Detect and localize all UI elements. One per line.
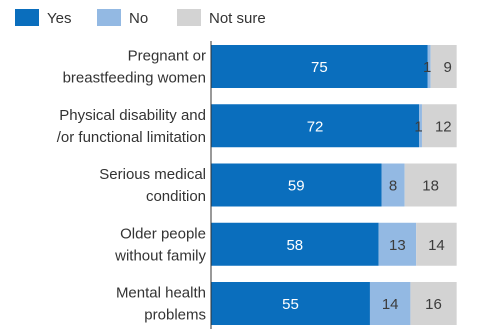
bar-no-2: [419, 104, 422, 148]
bar-not-sure-4: [416, 222, 457, 266]
legend-swatch-yes: [15, 9, 39, 26]
category-label-5-line-2: problems: [144, 307, 206, 324]
bar-no-4: [378, 222, 417, 266]
bar-yes-5: [211, 282, 370, 325]
value-label-no-1: 1: [423, 59, 431, 76]
value-label-not-sure-2: 12: [435, 118, 452, 135]
category-labels: Pregnant or breastfeeding women Physical d…: [57, 48, 207, 324]
value-label-not-sure-3: 18: [422, 178, 439, 195]
category-label-2-line-2: /or functional limitation: [57, 129, 206, 146]
bar-not-sure-2: [421, 104, 457, 148]
bar-yes-2: [211, 104, 420, 148]
bar-yes-1: [211, 45, 428, 88]
value-label-yes-1: 75: [311, 59, 328, 76]
category-label-4-line-2: without family: [114, 247, 206, 264]
category-label-1-line-1: Pregnant or: [128, 48, 206, 65]
value-label-not-sure-1: 9: [443, 59, 451, 76]
legend-swatch-no: [97, 9, 121, 26]
bar-not-sure-1: [430, 45, 457, 88]
legend: Yes No Not sure: [15, 9, 266, 27]
category-label-1-line-2: breastfeeding women: [63, 70, 206, 87]
value-label-yes-4: 58: [286, 237, 303, 254]
category-label-4-line-1: Older people: [120, 225, 206, 242]
category-label-5-line-1: Mental health: [116, 285, 206, 302]
value-label-no-3: 8: [389, 178, 397, 195]
legend-label-no: No: [129, 10, 148, 27]
bar-yes-4: [211, 222, 379, 266]
value-label-no-5: 14: [382, 296, 399, 313]
bar-no-1: [427, 45, 431, 88]
legend-label-yes: Yes: [47, 10, 71, 27]
value-label-yes-3: 59: [288, 178, 305, 195]
value-label-no-4: 13: [389, 237, 406, 254]
bar-not-sure-3: [404, 163, 457, 207]
value-label-yes-2: 72: [307, 118, 324, 135]
bar-no-5: [369, 282, 411, 325]
value-label-no-2: 1: [414, 118, 422, 135]
category-label-3-line-2: condition: [146, 188, 206, 205]
category-label-3-line-1: Serious medical: [99, 166, 206, 183]
bar-yes-3: [211, 163, 382, 207]
legend-swatch-not-sure: [177, 9, 201, 26]
bar-no-3: [381, 163, 405, 207]
category-label-2-line-1: Physical disability and: [59, 107, 206, 124]
legend-label-not-sure: Not sure: [209, 10, 266, 27]
value-label-not-sure-4: 14: [428, 237, 445, 254]
bar-not-sure-5: [410, 282, 457, 325]
value-label-not-sure-5: 16: [425, 296, 442, 313]
value-label-yes-5: 55: [282, 296, 299, 313]
